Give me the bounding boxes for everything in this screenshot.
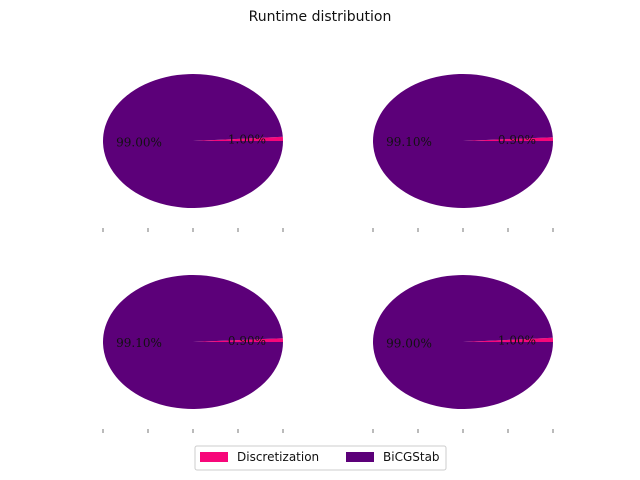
- pie-slice-discretization: [463, 337, 553, 342]
- pie-slice-discretization: [193, 136, 283, 141]
- pie-value-label-bicgstab: 99.00%: [386, 336, 432, 350]
- pie-value-label-discretization: 0.90%: [498, 133, 536, 147]
- pie-value-label-discretization: 0.90%: [228, 334, 266, 348]
- legend-label-bicgstab: BiCGStab: [383, 450, 440, 464]
- pie-slice-bicgstab: [373, 274, 553, 409]
- pie-chart-4: 1.00% 99.00%: [372, 274, 554, 433]
- pie-value-label-discretization: 1.00%: [228, 133, 266, 147]
- legend-swatch-bicgstab: [346, 452, 374, 462]
- pie-slice-bicgstab: [102, 274, 283, 409]
- pie-grid: 1.00% 99.00% 0.90% 99.10% 0.90% 99.10% 1.00% 99…: [102, 73, 554, 433]
- pie-value-label-bicgstab: 99.10%: [116, 336, 162, 350]
- pie-value-label-bicgstab: 99.10%: [386, 135, 432, 149]
- pie-chart-2: 0.90% 99.10%: [372, 73, 554, 232]
- pie-slice-discretization: [193, 338, 283, 342]
- chart-title: Runtime distribution: [249, 9, 392, 25]
- pie-slice-bicgstab: [372, 73, 553, 208]
- pie-chart-3: 0.90% 99.10%: [102, 274, 284, 433]
- legend: Discretization BiCGStab: [194, 445, 447, 471]
- legend-swatch-discretization: [200, 452, 228, 462]
- legend-label-discretization: Discretization: [237, 450, 319, 464]
- pie-slice-bicgstab: [102, 73, 283, 208]
- pie-value-label-bicgstab: 99.00%: [116, 135, 162, 149]
- legend-box: [194, 445, 447, 471]
- pie-chart-1: 1.00% 99.00%: [102, 73, 284, 232]
- pie-slice-discretization: [463, 137, 553, 141]
- pie-value-label-discretization: 1.00%: [498, 334, 536, 348]
